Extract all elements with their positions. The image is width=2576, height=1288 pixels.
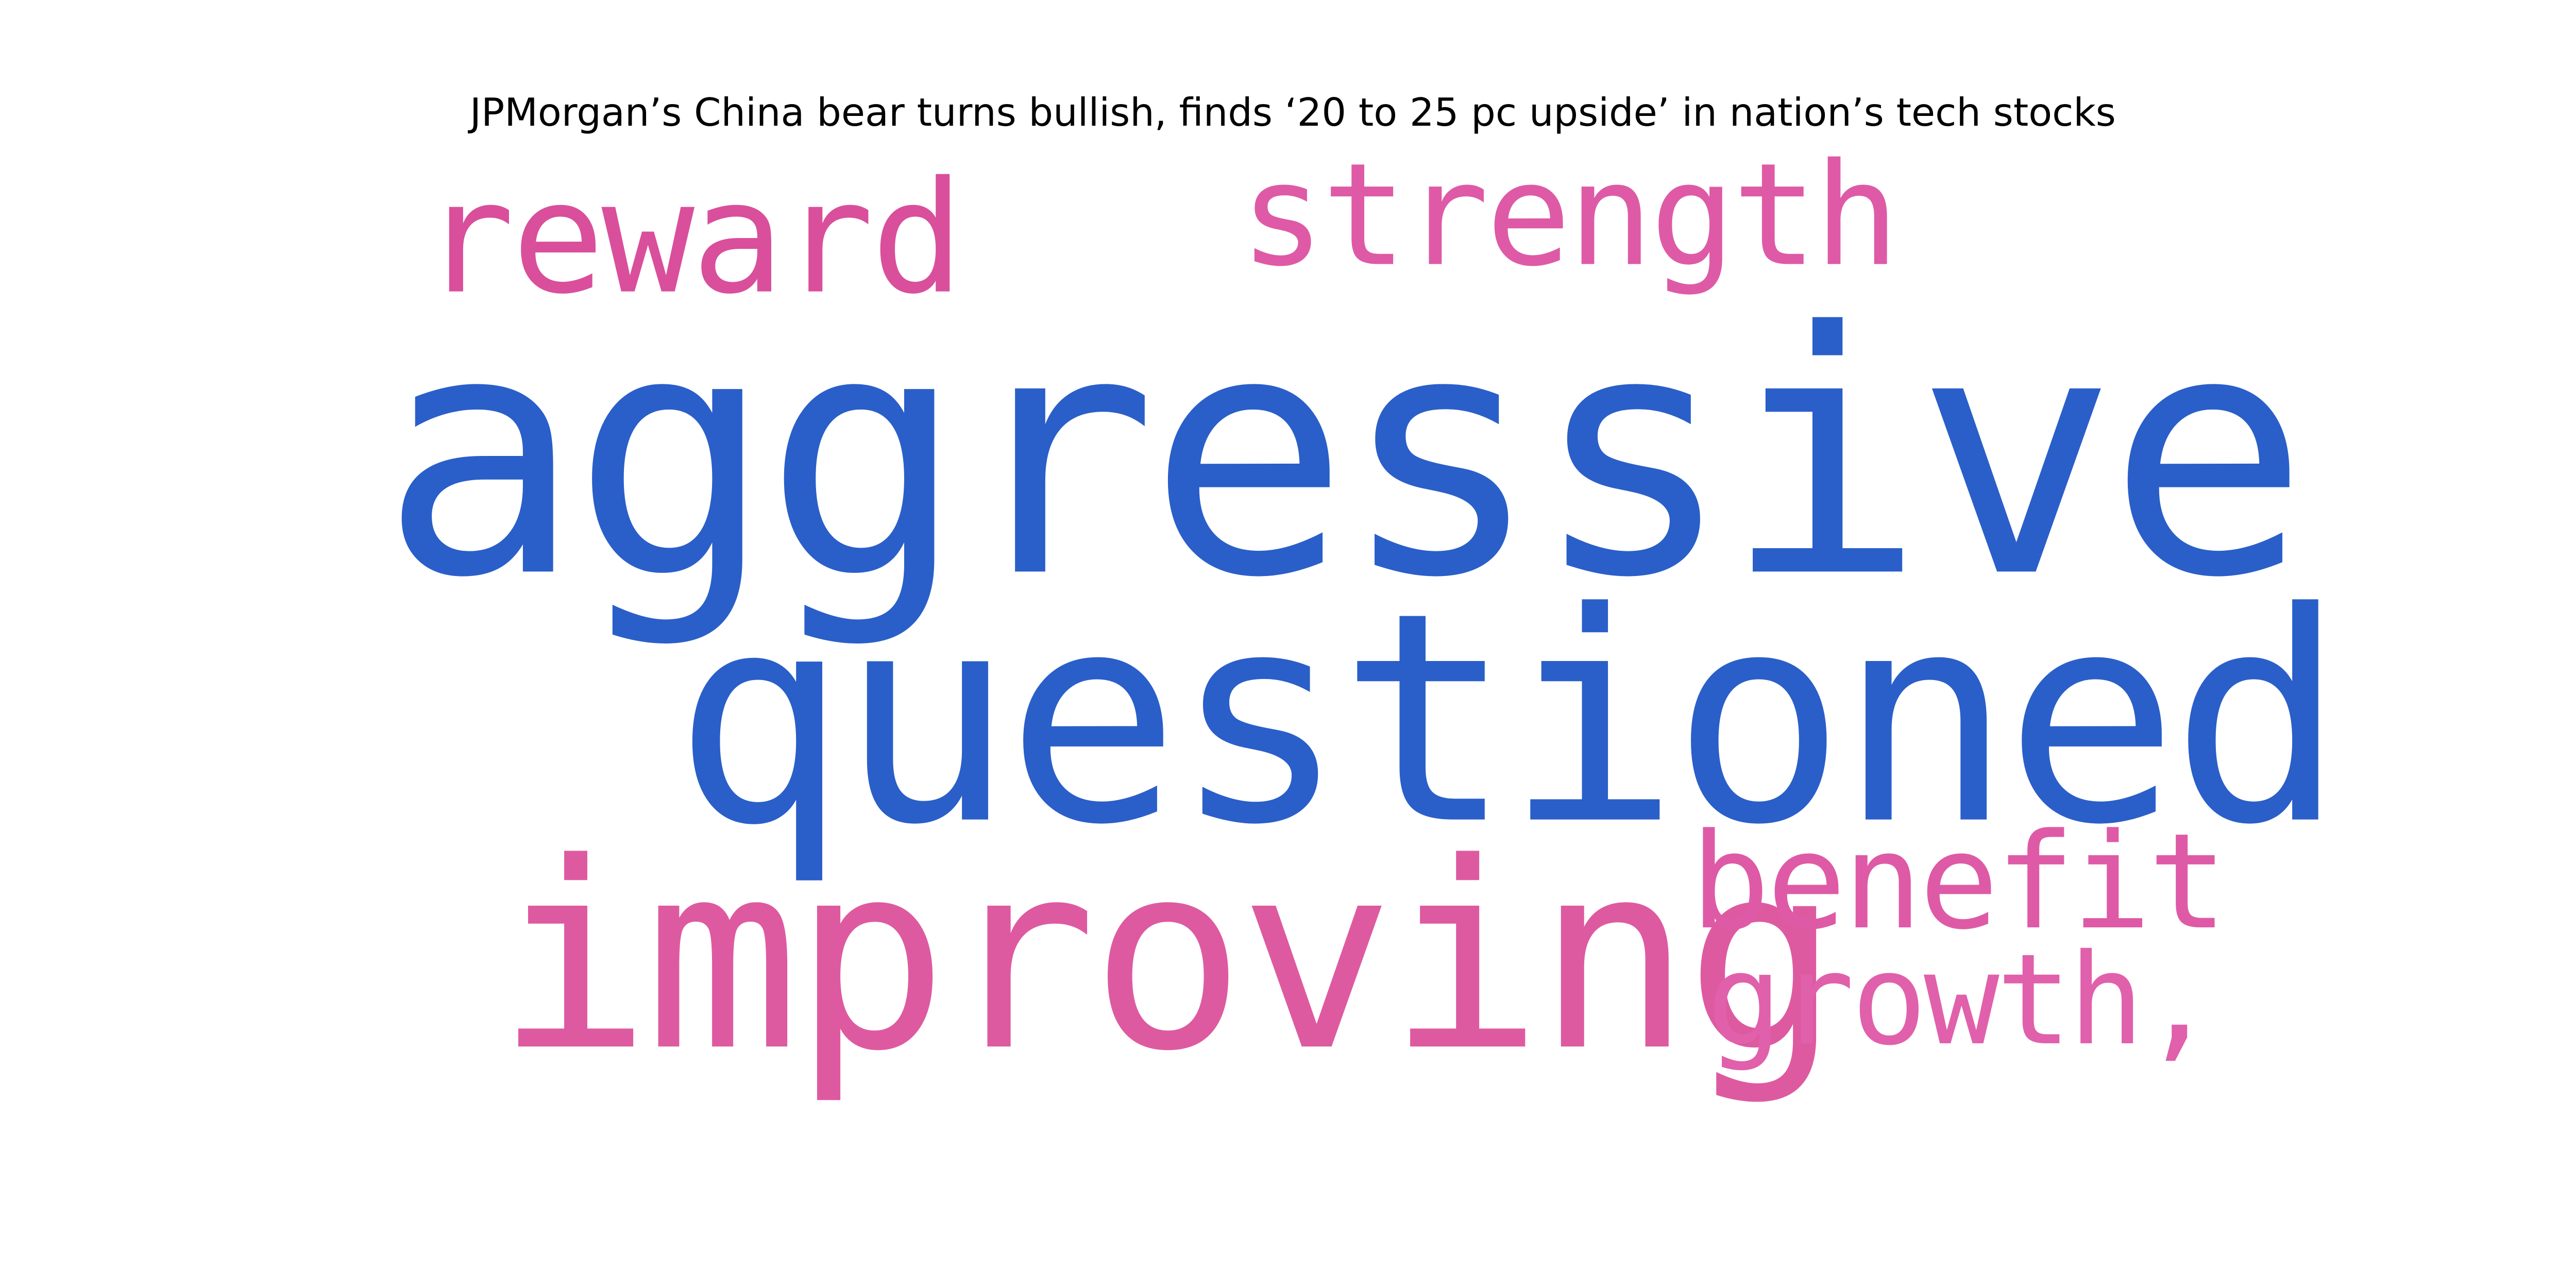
word-benefit: benefit [1690, 806, 2227, 960]
word-questioned: questioned [673, 552, 2345, 889]
figure-title: JPMorgan’s China bear turns bullish, fin… [469, 90, 2116, 135]
word-aggressive: aggressive [380, 262, 2310, 652]
word-strength: strength [1240, 132, 1900, 298]
word-growth: growth, [1706, 929, 2217, 1074]
word-reward: reward [421, 148, 964, 329]
word-improving: improving [496, 806, 1840, 1108]
